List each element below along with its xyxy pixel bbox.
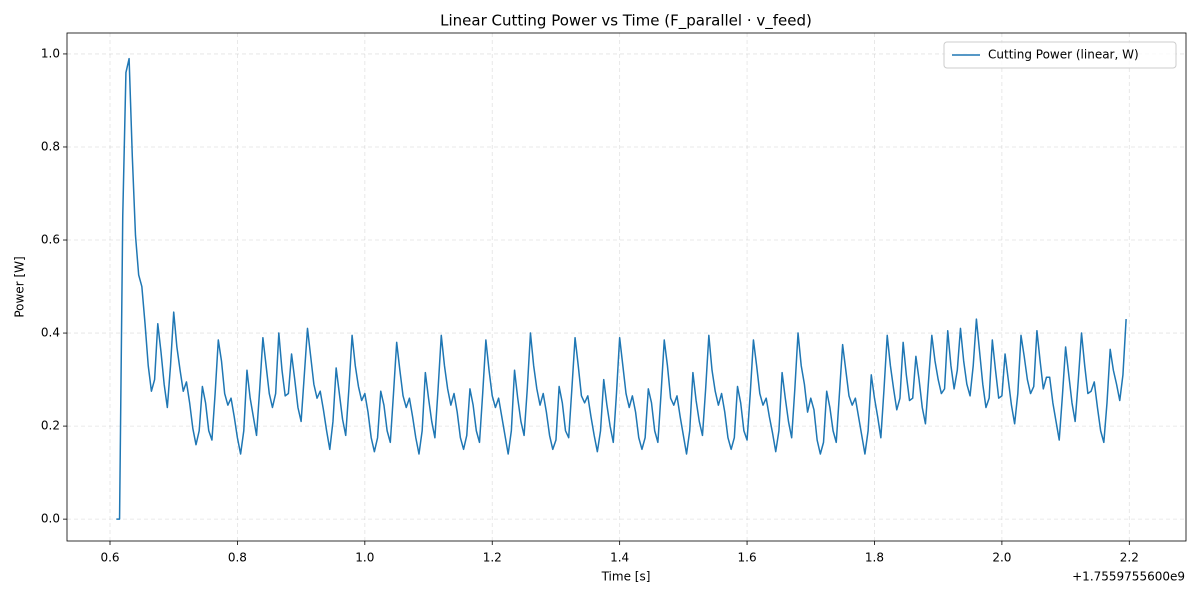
x-tick-label: 0.8 <box>228 551 247 565</box>
x-tick-label: 1.2 <box>483 551 502 565</box>
x-axis-label: Time [s] <box>601 570 651 584</box>
x-tick-label: 2.0 <box>992 551 1011 565</box>
chart-title: Linear Cutting Power vs Time (F_parallel… <box>440 12 812 31</box>
x-tick-label: 1.8 <box>865 551 884 565</box>
y-tick-label: 0.6 <box>41 233 60 247</box>
legend-box <box>943 41 1177 69</box>
y-tick-label: 0.0 <box>41 512 60 526</box>
legend: Cutting Power (linear, W) <box>943 41 1177 69</box>
y-tick-label: 0.8 <box>41 139 60 153</box>
y-tick-label: 0.4 <box>41 326 60 340</box>
y-tick-label: 0.2 <box>41 419 60 433</box>
y-tick-label: 1.0 <box>41 46 60 60</box>
x-tick-label: 1.0 <box>355 551 374 565</box>
x-tick-label: 2.2 <box>1120 551 1139 565</box>
axes-frame <box>66 32 1187 542</box>
x-tick-label: 1.6 <box>738 551 757 565</box>
data-line <box>116 57 1127 520</box>
x-tick-label: 1.4 <box>610 551 629 565</box>
y-axis-label: Power [W] <box>13 256 27 317</box>
x-offset-label: +1.7559755600e9 <box>1072 570 1185 584</box>
legend-label: Cutting Power (linear, W) <box>988 48 1139 62</box>
x-tick-label: 0.6 <box>100 551 119 565</box>
